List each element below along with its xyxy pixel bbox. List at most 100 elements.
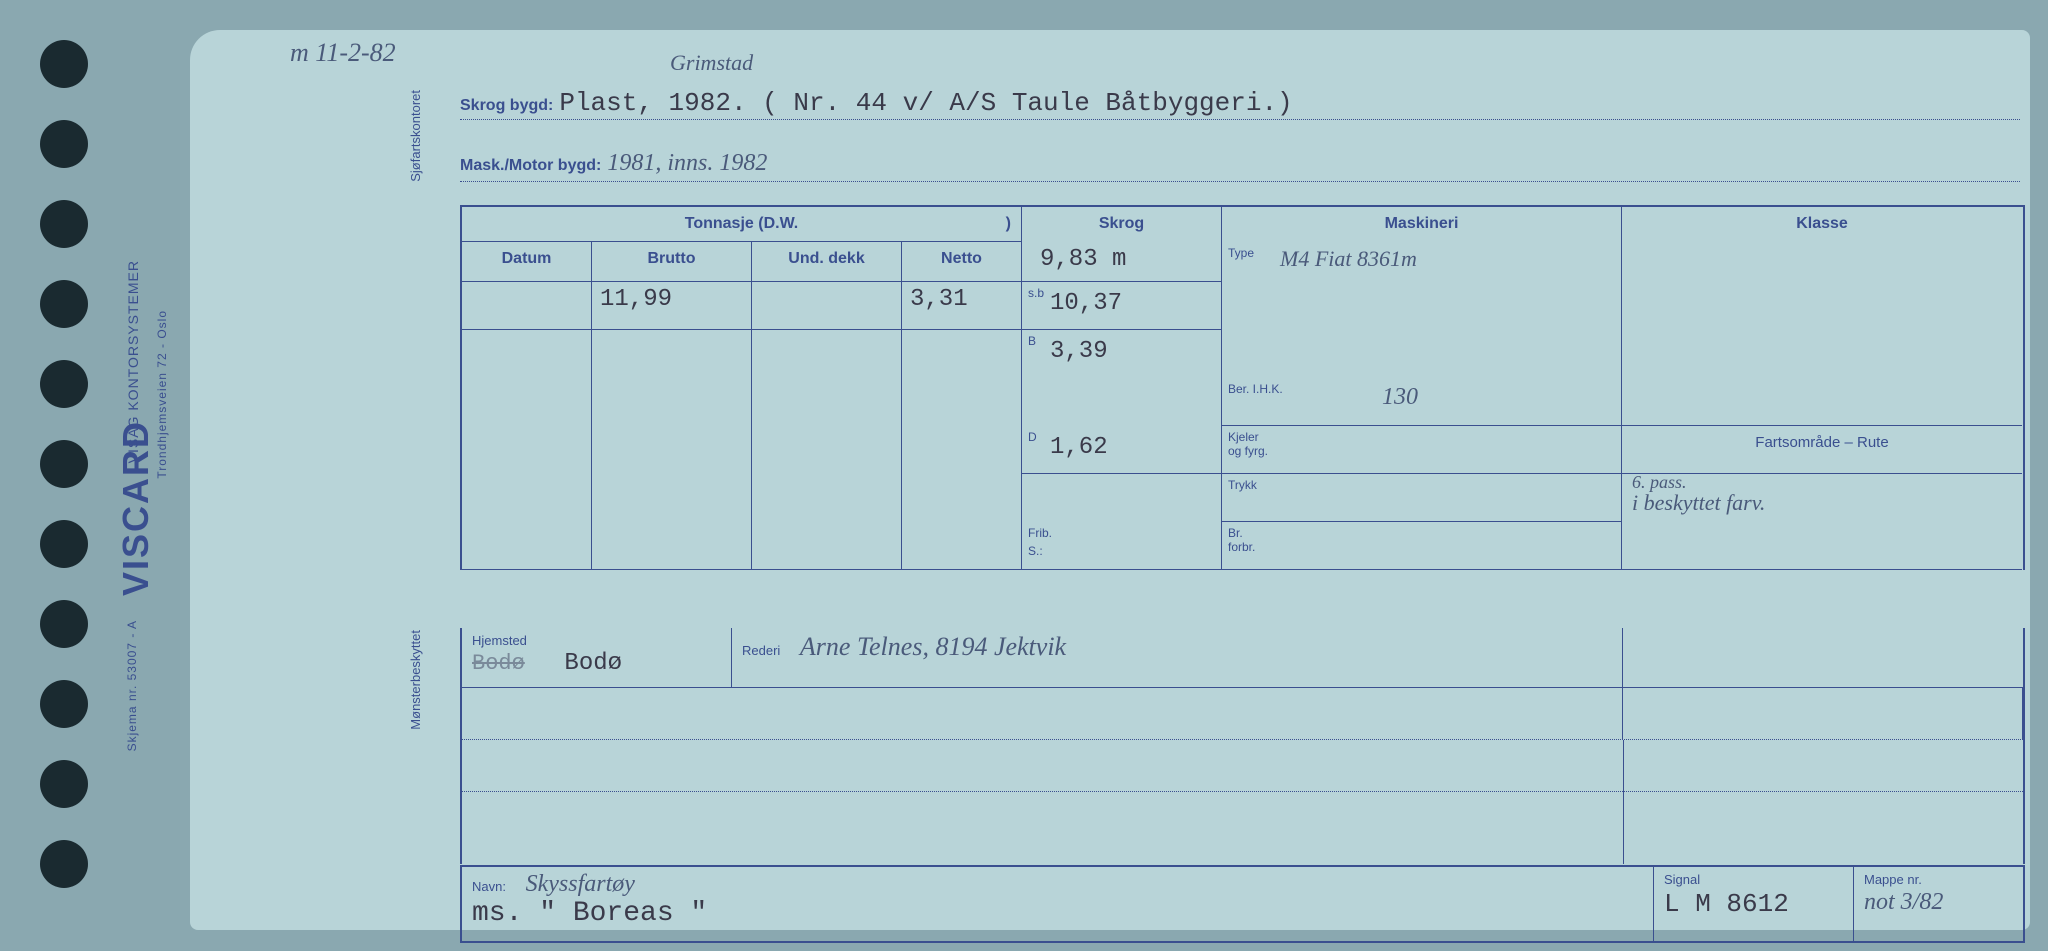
ber-ihk-label: Ber. I.H.K.: [1228, 382, 1283, 396]
signal-cell: Signal L M 8612: [1653, 867, 1853, 941]
sb-label: s.b: [1028, 286, 1044, 300]
mappe-value: not 3/82: [1864, 889, 1943, 915]
brforbr-label: Br. forbr.: [1228, 526, 1255, 554]
index-card: Sjøfartskontoret Mønsterbeskyttet m 11-2…: [190, 30, 2030, 930]
type-label: Type: [1228, 246, 1254, 260]
fartsomrade-header: Fartsområde – Rute: [1622, 426, 2022, 474]
mask-type-cell: Type M4 Fiat 8361m: [1222, 242, 1622, 282]
hjemsted-rederi-row: Hjemsted Bodø Bodø Rederi Arne Telnes, 8…: [460, 628, 2025, 688]
sidebar-skjema: Skjema nr. 53007 - A: [125, 620, 139, 751]
unddekk-4: [752, 426, 902, 474]
hjemsted-label: Hjemsted: [472, 633, 527, 648]
header-tonnasje-close: ): [1006, 215, 1011, 233]
punch-hole: [40, 280, 88, 328]
navn-cell: Navn: Skyssfartøy ms. " Boreas ": [462, 867, 1653, 941]
mask-motor-line: Mask./Motor bygd: 1981, inns. 1982: [460, 150, 2020, 182]
header-netto: Netto: [902, 242, 1022, 282]
main-grid: Tonnasje (D.W. ) Skrog Maskineri Klasse …: [460, 205, 2025, 570]
mappe-cell: Mappe nr. not 3/82: [1853, 867, 2023, 941]
frib-cell: Frib. S.:: [1022, 522, 1222, 570]
brforbr-cell: Br. forbr.: [1222, 522, 1622, 570]
signal-value: L M 8612: [1664, 889, 1789, 919]
b-label: B: [1028, 334, 1036, 348]
blank-line-1: [462, 688, 2023, 740]
datum-cell: [462, 282, 592, 330]
unddekk-3: [752, 378, 902, 426]
farts-line2: i beskyttet farv.: [1632, 490, 1765, 516]
punch-hole: [40, 840, 88, 888]
d-label: D: [1028, 430, 1037, 444]
hjemsted-crossed: Bodø: [472, 651, 525, 676]
blank-line-3: [462, 792, 2023, 864]
klasse-row1: [1622, 282, 2022, 330]
unddekk-6: [752, 522, 902, 570]
brutto-5: [592, 474, 752, 522]
hjemsted-value: Bodø: [564, 650, 622, 677]
navn-hw: Skyssfartøy: [526, 871, 635, 897]
header-unddekk: Und. dekk: [752, 242, 902, 282]
brutto-3: [592, 378, 752, 426]
header-klasse: Klasse: [1622, 207, 2022, 242]
brutto-value: 11,99: [600, 286, 672, 313]
brutto-4: [592, 426, 752, 474]
rederi-cell: Rederi Arne Telnes, 8194 Jektvik: [732, 628, 1623, 687]
punch-hole: [40, 40, 88, 88]
netto-value: 3,31: [910, 286, 968, 313]
datum-3: [462, 378, 592, 426]
netto-cell: 3,31: [902, 282, 1022, 330]
netto-6: [902, 522, 1022, 570]
header-tonnasje-text: Tonnasje (D.W.: [685, 215, 798, 232]
mask-motor-label: Mask./Motor bygd:: [460, 157, 601, 175]
skrog-sb-cell: s.b 10,37: [1022, 282, 1222, 330]
navn-typed: ms. " Boreas ": [472, 898, 707, 929]
punch-hole: [40, 680, 88, 728]
mask-row2: [1222, 330, 1622, 378]
header-skrog: Skrog: [1022, 207, 1222, 242]
brutto-2: [592, 330, 752, 378]
header-tonnasje: Tonnasje (D.W. ): [462, 207, 1022, 242]
right-blank-cell: [1623, 628, 2023, 687]
sb-value: 10,37: [1050, 290, 1122, 317]
mask-row1: [1222, 282, 1622, 330]
frib-label: Frib.: [1028, 526, 1052, 540]
punch-hole: [40, 520, 88, 568]
punch-hole: [40, 440, 88, 488]
punch-hole: [40, 120, 88, 168]
grimstad-note: Grimstad: [670, 50, 753, 76]
type-value: M4 Fiat 8361m: [1280, 246, 1417, 271]
kjeler-label: Kjeler og fyrg.: [1228, 430, 1268, 458]
punch-hole: [40, 760, 88, 808]
netto-2: [902, 330, 1022, 378]
d-value: 1,62: [1050, 434, 1108, 461]
monsterbeskyttet-label: Mønsterbeskyttet: [408, 630, 423, 730]
unddekk-5: [752, 474, 902, 522]
sjofartskontoret-label: Sjøfartskontoret: [408, 90, 423, 182]
blank-rows: [460, 688, 2025, 864]
s-label: S.:: [1028, 544, 1043, 558]
skrog-loa: 9,83 m: [1030, 246, 1126, 273]
skrog-blank: [1022, 378, 1222, 426]
ber-ihk-cell: Ber. I.H.K. 130: [1222, 378, 1622, 426]
brutto-6: [592, 522, 752, 570]
klasse-row3: [1622, 378, 2022, 426]
trykk-label: Trykk: [1228, 478, 1257, 492]
fartsomrade-cell: 6. pass. i beskyttet farv.: [1622, 474, 2022, 522]
skrog-bygd-value: Plast, 1982. ( Nr. 44 v/ A/S Taule Båtby…: [559, 88, 1292, 118]
mappe-label: Mappe nr.: [1864, 872, 1922, 887]
punch-hole: [40, 360, 88, 408]
klasse-row2: [1622, 330, 2022, 378]
top-date-note: m 11-2-82: [290, 38, 396, 68]
sidebar-address: Trondhjemsveien 72 - Oslo: [155, 310, 169, 479]
skrog-loa-cell: 9,83 m: [1022, 242, 1222, 282]
rederi-label: Rederi: [742, 643, 780, 658]
farts-blank: [1622, 522, 2022, 570]
datum-4: [462, 426, 592, 474]
ber-ihk-value: 130: [1382, 384, 1418, 411]
skrog-bygd-label: Skrog bygd:: [460, 97, 553, 115]
netto-3: [902, 378, 1022, 426]
netto-5: [902, 474, 1022, 522]
hjemsted-cell: Hjemsted Bodø Bodø: [462, 628, 732, 687]
rederi-value: Arne Telnes, 8194 Jektvik: [800, 632, 1066, 661]
skrog-d-cell: D 1,62: [1022, 426, 1222, 474]
klasse-empty: [1622, 242, 2022, 282]
